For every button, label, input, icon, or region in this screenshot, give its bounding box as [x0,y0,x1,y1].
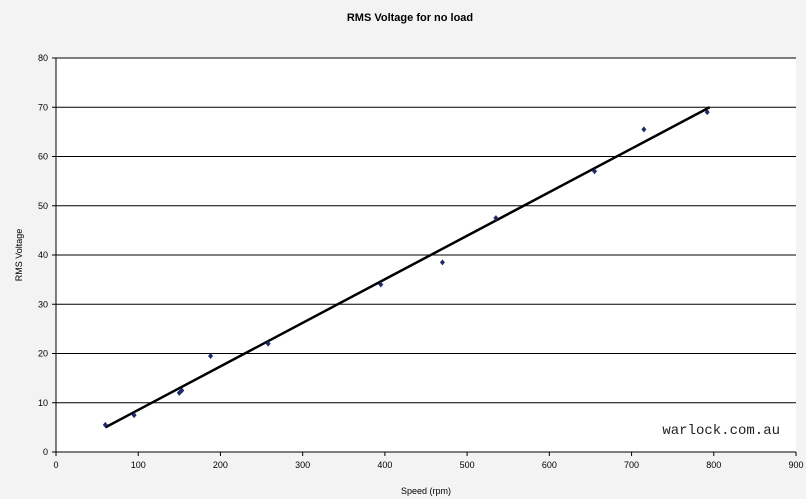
data-point [641,126,647,133]
y-tick-label: 40 [38,250,48,260]
y-tick-labels: 0 10 20 30 40 50 60 70 80 [38,53,56,457]
x-tick-label: 300 [295,460,310,470]
data-point [208,352,214,359]
x-tick-label: 200 [213,460,228,470]
chart-title: RMS Voltage for no load [347,12,473,24]
x-tick-label: 500 [460,460,475,470]
data-point [378,281,384,288]
data-point [493,215,499,222]
y-tick-label: 60 [38,152,48,162]
x-tick-label: 600 [542,460,557,470]
x-axis-label: Speed (rpm) [401,486,451,496]
data-point [704,109,710,116]
data-points [102,109,710,428]
x-tick-label: 900 [788,460,803,470]
x-tick-label: 100 [131,460,146,470]
watermark: warlock.com.au [662,423,780,439]
grid-lines [56,57,796,404]
y-tick-label: 20 [38,349,48,359]
y-tick-label: 0 [43,447,48,457]
y-tick-label: 30 [38,299,48,309]
data-point [179,387,185,394]
data-point [102,421,108,428]
y-tick-label: 10 [38,398,48,408]
x-tick-label: 0 [53,460,58,470]
x-tick-label: 800 [706,460,721,470]
data-point [131,412,137,419]
data-point [592,168,598,175]
data-point [439,259,445,266]
y-tick-label: 50 [38,201,48,211]
y-tick-label: 80 [38,53,48,63]
x-tick-labels: 0 100 200 300 400 500 600 700 800 900 [53,452,804,470]
y-tick-label: 70 [38,102,48,112]
data-point [265,340,271,347]
x-tick-label: 400 [377,460,392,470]
trendline [104,106,711,429]
y-axis-label: RMS Voltage [14,229,24,282]
x-tick-label: 700 [624,460,639,470]
